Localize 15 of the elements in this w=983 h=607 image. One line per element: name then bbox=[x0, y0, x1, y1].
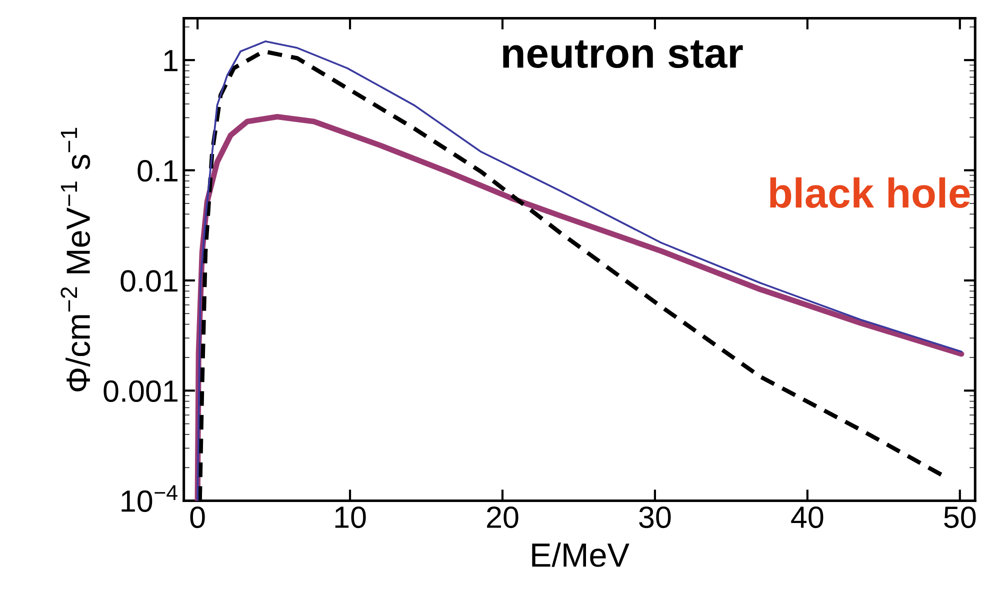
annotation: black hole bbox=[770, 177, 970, 208]
y-tick-label: 1 bbox=[164, 50, 178, 72]
y-tick-label: 10$^{−4}$ bbox=[122, 485, 178, 512]
x-axis-title: E/MeV bbox=[532, 542, 630, 567]
y-axis-title: Φ/cm$^{−2}$ MeV$^{−1}$ s$^{−1}$ bbox=[60, 128, 90, 392]
x-tick-label: 50 bbox=[944, 506, 976, 528]
y-tick-label: 0.001 bbox=[104, 380, 178, 402]
x-tick-label: 20 bbox=[487, 506, 518, 528]
y-tick-label: 0.1 bbox=[138, 160, 178, 182]
annotation: neutron star bbox=[503, 40, 743, 68]
x-tick-label: 10 bbox=[335, 506, 366, 528]
x-tick-label: 30 bbox=[639, 506, 671, 528]
y-tick-label: 0.01 bbox=[120, 270, 178, 292]
x-tick-label: 40 bbox=[791, 506, 824, 528]
x-tick-label: 0 bbox=[190, 506, 205, 528]
